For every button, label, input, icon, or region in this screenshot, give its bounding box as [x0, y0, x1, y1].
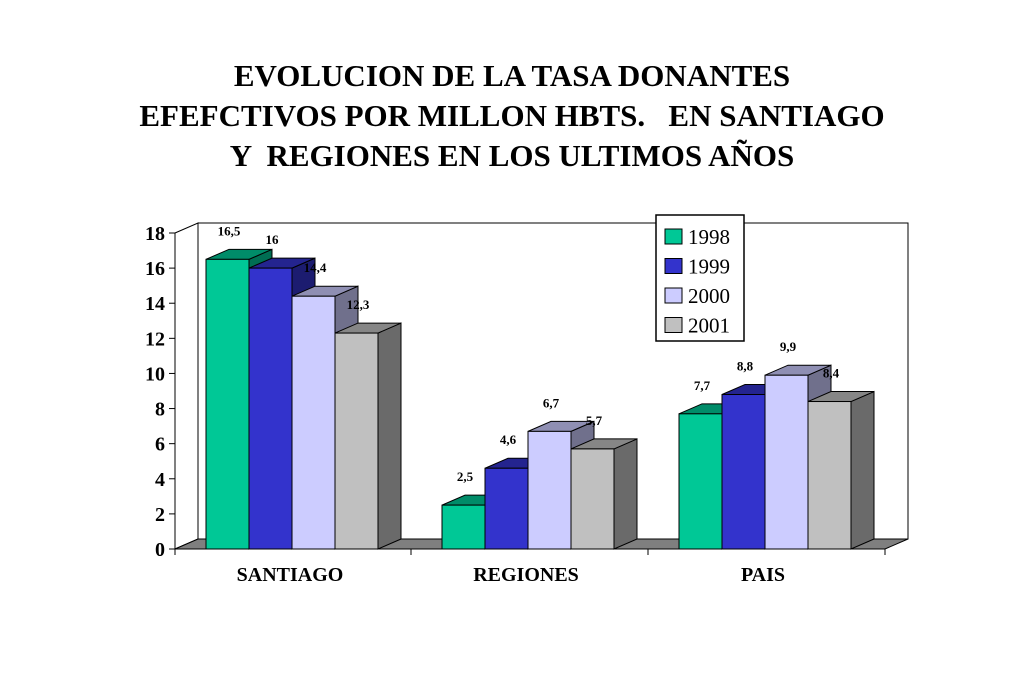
- legend: 1998 1999 2000 2001: [655, 214, 745, 342]
- bar-front: [334, 332, 379, 550]
- x-category-label: SANTIAGO: [237, 564, 344, 586]
- data-label: 6,7: [543, 395, 560, 410]
- y-tick-label: 8: [155, 399, 165, 421]
- data-label: 5,7: [586, 413, 603, 428]
- bar-front: [678, 413, 723, 550]
- data-label: 2,5: [457, 469, 474, 484]
- data-label: 16,5: [218, 223, 241, 238]
- data-label: 7,7: [694, 378, 711, 393]
- bar-front: [527, 430, 572, 550]
- bar-side: [377, 322, 402, 550]
- bar-side: [850, 390, 875, 550]
- y-tick-label: 0: [155, 539, 165, 561]
- bar-series: 16,5 16 14,4 12,3 2,5 4,6 6,7 5,7 7,7 8,8 9,9 8,4: [205, 223, 875, 550]
- bar-front: [205, 258, 250, 550]
- bar-front: [807, 401, 852, 550]
- data-label: 9,9: [780, 339, 797, 354]
- legend-label: 2001: [688, 314, 730, 338]
- bar-front: [721, 394, 766, 550]
- y-tick-label: 4: [155, 469, 165, 491]
- data-label: 12,3: [347, 297, 370, 312]
- bar: [807, 390, 875, 550]
- y-tick-label: 2: [155, 504, 165, 526]
- bar-front: [248, 267, 293, 550]
- x-category-label: REGIONES: [473, 564, 579, 586]
- chart-title-line-3: Y REGIONES EN LOS ULTIMOS AÑOS: [229, 138, 795, 173]
- bar-front: [570, 448, 615, 550]
- legend-label: 2000: [688, 284, 730, 308]
- y-tick-label: 14: [145, 293, 165, 315]
- y-tick-label: 6: [155, 434, 165, 456]
- legend-swatch: [664, 228, 683, 245]
- bar-front: [484, 467, 529, 550]
- bar: [334, 322, 402, 550]
- data-label: 4,6: [500, 432, 517, 447]
- bar-side: [613, 438, 638, 550]
- bar: [570, 438, 638, 550]
- chart-title: EVOLUCION DE LA TASA DONANTES EFEFCTIVOS…: [0, 56, 1024, 176]
- bar-front: [441, 504, 486, 550]
- chart-title-line-1: EVOLUCION DE LA TASA DONANTES: [233, 58, 791, 93]
- y-tick-label: 16: [145, 258, 165, 280]
- data-label: 14,4: [304, 260, 327, 275]
- legend-swatch: [664, 317, 683, 333]
- x-axis: SANTIAGO REGIONES PAIS: [174, 549, 886, 586]
- data-label: 16: [266, 232, 280, 247]
- bar-front: [291, 295, 336, 550]
- y-tick-label: 12: [145, 328, 165, 350]
- side-wall: [174, 222, 199, 550]
- x-category-label: PAIS: [741, 564, 785, 586]
- y-tick-label: 10: [145, 363, 165, 385]
- legend-label: 1999: [688, 255, 730, 279]
- bar-front: [764, 374, 809, 550]
- y-tick-label: 18: [145, 223, 165, 245]
- data-label: 8,4: [823, 366, 840, 381]
- legend-swatch: [664, 258, 683, 274]
- y-axis: 0 2 4 6 8 10 12 14 16 18: [145, 223, 176, 561]
- chart-title-line-2: EFEFCTIVOS POR MILLON HBTS. EN SANTIAGO: [139, 98, 885, 133]
- legend-label: 1998: [688, 225, 730, 249]
- data-label: 8,8: [737, 359, 754, 374]
- legend-swatch: [664, 287, 683, 304]
